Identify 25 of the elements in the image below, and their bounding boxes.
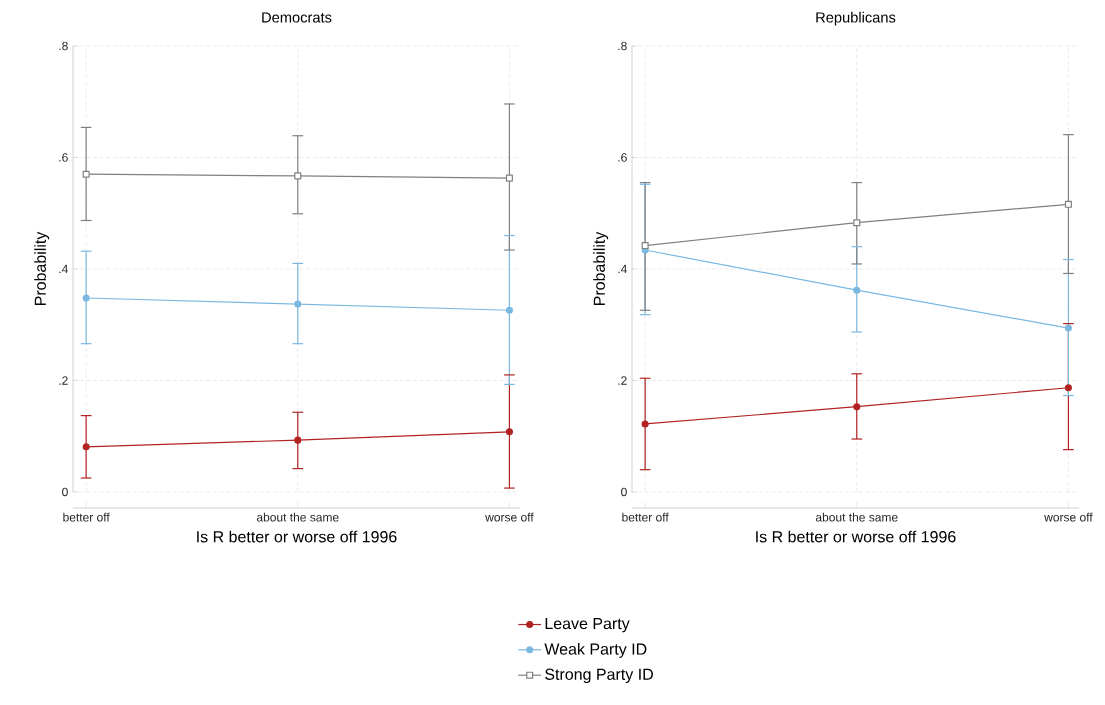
legend-label: Weak Party ID — [544, 643, 647, 658]
x-tick-label: better off — [622, 512, 669, 522]
y-tick-label: 0 — [621, 487, 627, 497]
legend-label: Leave Party — [545, 618, 630, 633]
y-tick-label: .4 — [59, 264, 68, 274]
y-axis-title: Probability — [34, 231, 50, 306]
y-tick-label: 0 — [62, 487, 68, 497]
x-tick-label: worse off — [1044, 512, 1093, 522]
y-tick-label: .8 — [618, 41, 627, 51]
x-tick-label: worse off — [485, 512, 534, 522]
x-tick-label: better off — [63, 512, 110, 522]
x-tick-label: about the same — [815, 512, 898, 522]
y-tick-label: .2 — [59, 376, 68, 385]
legend-label: Strong Party ID — [545, 668, 653, 684]
y-axis-title: Probability — [593, 231, 609, 306]
y-tick-label: .2 — [618, 376, 627, 385]
chart-title: Democrats — [262, 12, 332, 23]
y-tick-label: .4 — [618, 264, 627, 274]
y-tick-label: .6 — [618, 153, 627, 162]
x-tick-label: about the same — [256, 512, 339, 522]
x-axis-title: Is R better or worse off 1996 — [756, 530, 956, 543]
y-tick-label: .6 — [59, 153, 68, 162]
y-tick-label: .8 — [59, 41, 68, 51]
chart-title: Republicans — [816, 11, 896, 26]
x-axis-title: Is R better or worse off 1996 — [197, 530, 397, 543]
